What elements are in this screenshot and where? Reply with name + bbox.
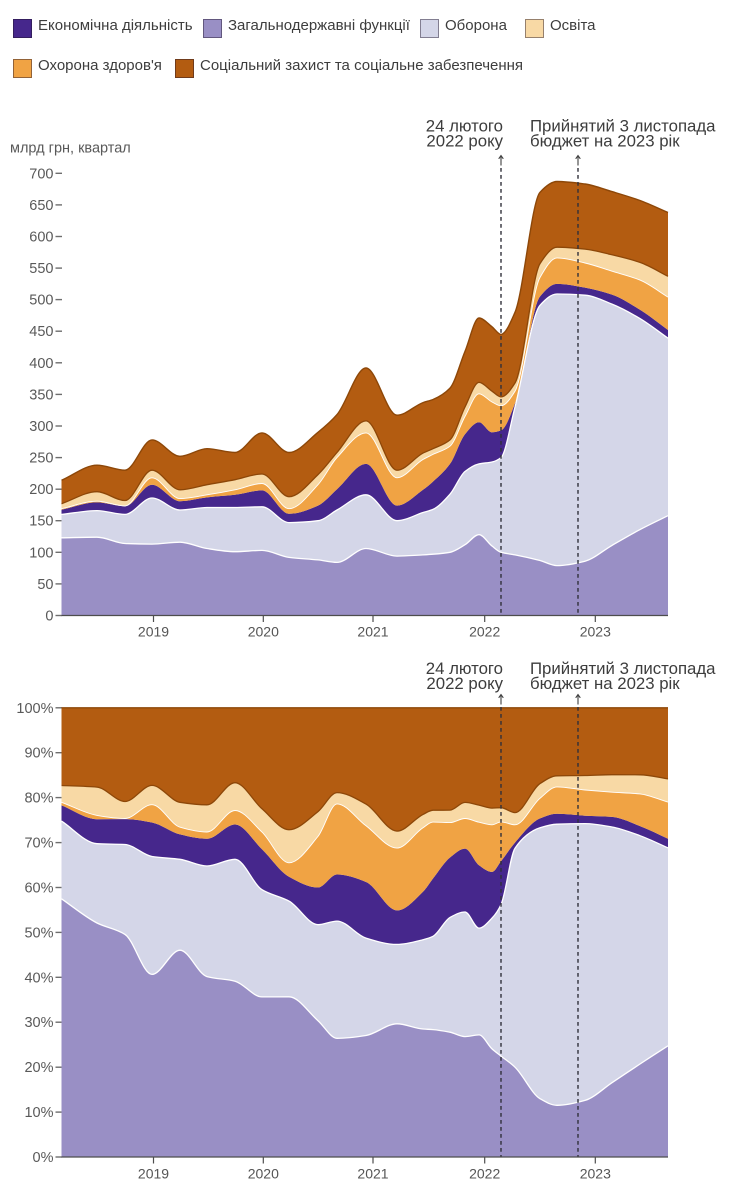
svg-text:40%: 40% [24, 970, 53, 986]
svg-text:500: 500 [29, 293, 53, 309]
svg-text:50%: 50% [24, 925, 53, 941]
svg-text:2022: 2022 [469, 1166, 500, 1182]
svg-text:200: 200 [29, 482, 53, 498]
svg-text:50: 50 [37, 577, 53, 593]
svg-text:250: 250 [29, 451, 53, 467]
svg-text:550: 550 [29, 261, 53, 277]
svg-text:2021: 2021 [357, 624, 388, 640]
svg-text:150: 150 [29, 514, 53, 530]
svg-text:100%: 100% [16, 701, 53, 717]
svg-text:2020: 2020 [248, 1166, 279, 1182]
svg-text:600: 600 [29, 230, 53, 246]
svg-text:300: 300 [29, 419, 53, 435]
svg-text:450: 450 [29, 324, 53, 340]
svg-text:80%: 80% [24, 791, 53, 807]
svg-text:10%: 10% [24, 1105, 53, 1121]
svg-text:2023: 2023 [580, 624, 611, 640]
svg-text:90%: 90% [24, 746, 53, 762]
svg-text:0: 0 [45, 609, 53, 625]
svg-text:2021: 2021 [357, 1166, 388, 1182]
svg-text:650: 650 [29, 198, 53, 214]
svg-text:2020: 2020 [248, 624, 279, 640]
svg-text:60%: 60% [24, 881, 53, 897]
svg-text:0%: 0% [33, 1150, 54, 1166]
svg-text:2023: 2023 [580, 1166, 611, 1182]
svg-text:700: 700 [29, 166, 53, 182]
svg-text:млрд грн, квартал: млрд грн, квартал [10, 141, 131, 157]
svg-text:20%: 20% [24, 1060, 53, 1076]
svg-text:30%: 30% [24, 1015, 53, 1031]
svg-text:2019: 2019 [138, 624, 169, 640]
svg-text:100: 100 [29, 545, 53, 561]
svg-text:400: 400 [29, 356, 53, 372]
svg-text:350: 350 [29, 387, 53, 403]
svg-text:2022: 2022 [469, 624, 500, 640]
svg-text:2019: 2019 [138, 1166, 169, 1182]
svg-text:70%: 70% [24, 836, 53, 852]
